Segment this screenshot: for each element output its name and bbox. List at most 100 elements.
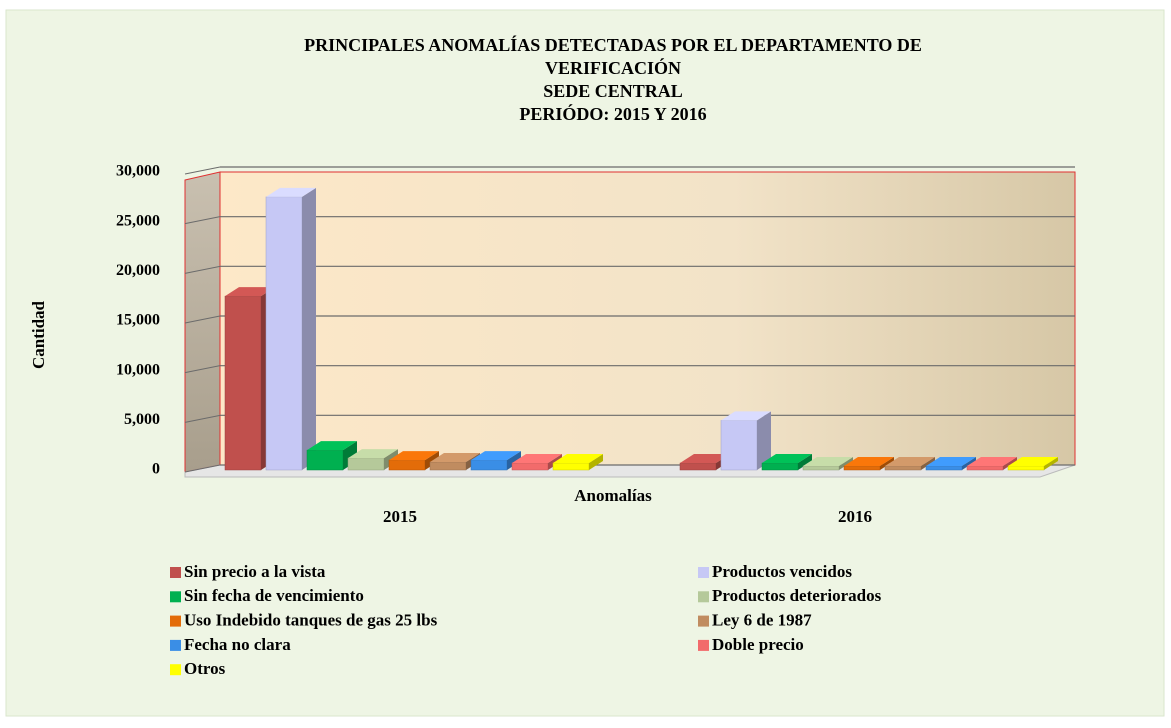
title-line: PRINCIPALES ANOMALÍAS DETECTADAS POR EL … [304,34,922,55]
bar [265,187,316,471]
bar-front [552,462,590,471]
bar [761,454,812,471]
legend-swatch [698,639,709,651]
bar-top [512,454,562,464]
bar [966,457,1017,471]
bar-front [843,465,881,471]
bar-top [348,449,398,459]
bar-front [1007,465,1045,471]
bar-top [430,453,480,463]
legend-label: Sin fecha de vencimiento [184,586,364,605]
bar-side [507,451,521,470]
title: PRINCIPALES ANOMALÍAS DETECTADAS POR EL … [304,34,922,124]
grid-line-side [184,265,221,274]
legend-label: Ley 6 de 1987 [712,611,812,630]
bar-front [925,465,963,471]
bar-side [302,187,316,471]
title-line: VERIFICACIÓN [545,57,681,78]
bar [552,454,603,471]
bar-top [762,454,812,464]
y-tick-label: 5,000 [124,411,160,428]
y-tick-label: 30,000 [116,163,160,180]
x-tick-label: 2015 [383,507,417,526]
bar-front [761,462,799,471]
legend-swatch [170,639,181,651]
bar [802,457,853,471]
grid-line-side [184,315,221,324]
bar [388,451,439,471]
legend-swatch [698,567,709,578]
grid-line-side [184,166,221,175]
bar-side [839,457,853,470]
legend-swatch [698,591,709,603]
bar-side [589,454,603,470]
bar-front [347,457,385,471]
bar-front [306,449,344,471]
bar-front [470,459,508,471]
bar-top [266,187,316,197]
bar-front [720,420,758,471]
grid-line-side [184,365,221,374]
bar-front [511,462,549,471]
bar-front [884,465,922,471]
legend-label: Otros [184,659,226,678]
grid-line-side [184,464,221,473]
bar-side [921,457,935,470]
legend-swatch [170,591,181,603]
bar-top [471,451,521,461]
y-tick-label: 20,000 [116,262,160,279]
bar-side [1003,457,1017,470]
bar-top [680,454,730,464]
legend-label: Sin precio a la vista [184,562,326,581]
bar-side [1044,457,1058,470]
legend-label: Productos vencidos [712,562,852,581]
bar [843,457,894,471]
legend-swatch [170,615,181,627]
bar-top [1008,457,1058,467]
bar-top [844,457,894,467]
bar-front [224,295,262,471]
legend-label: Fecha no clara [184,635,291,654]
y-tick-label: 0 [152,461,160,478]
legend-swatch [698,615,709,627]
bar [470,451,521,471]
bar [925,457,976,471]
bar-top [721,411,771,421]
grid-line-side [184,414,221,423]
title-line: PERIÓDO: 2015 Y 2016 [519,103,706,124]
bar-front [679,462,717,471]
x-axis-label: Anomalías [574,486,652,505]
legend-swatch [170,567,181,578]
bar [720,411,771,471]
y-tick-label: 15,000 [116,312,160,329]
bar [884,457,935,471]
bar-side [880,457,894,470]
bar-top [926,457,976,467]
legend-label: Productos deteriorados [712,586,882,605]
back-wall [219,171,1076,466]
legend-swatch [170,664,181,676]
bar-front [388,459,426,471]
bar-top [307,441,357,451]
bar [306,441,357,471]
bar-front [802,465,840,471]
legend-label: Uso Indebido tanques de gas 25 lbs [184,611,438,630]
y-axis-label: Cantidad [29,300,48,369]
bar-top [885,457,935,467]
bar-side [757,411,771,470]
bar-top [967,457,1017,467]
bar-side [962,457,976,470]
bar-top [389,451,439,461]
bar-side [798,454,812,470]
bar-front [966,465,1004,471]
title-line: SEDE CENTRAL [543,81,683,101]
x-tick-label: 2016 [838,507,872,526]
bar [1007,457,1058,471]
y-tick-label: 25,000 [116,212,160,229]
y-tick-label: 10,000 [116,361,160,378]
legend-label: Doble precio [712,635,804,654]
bar-top [553,454,603,464]
bar-top [225,287,275,297]
bar-side [425,451,439,470]
